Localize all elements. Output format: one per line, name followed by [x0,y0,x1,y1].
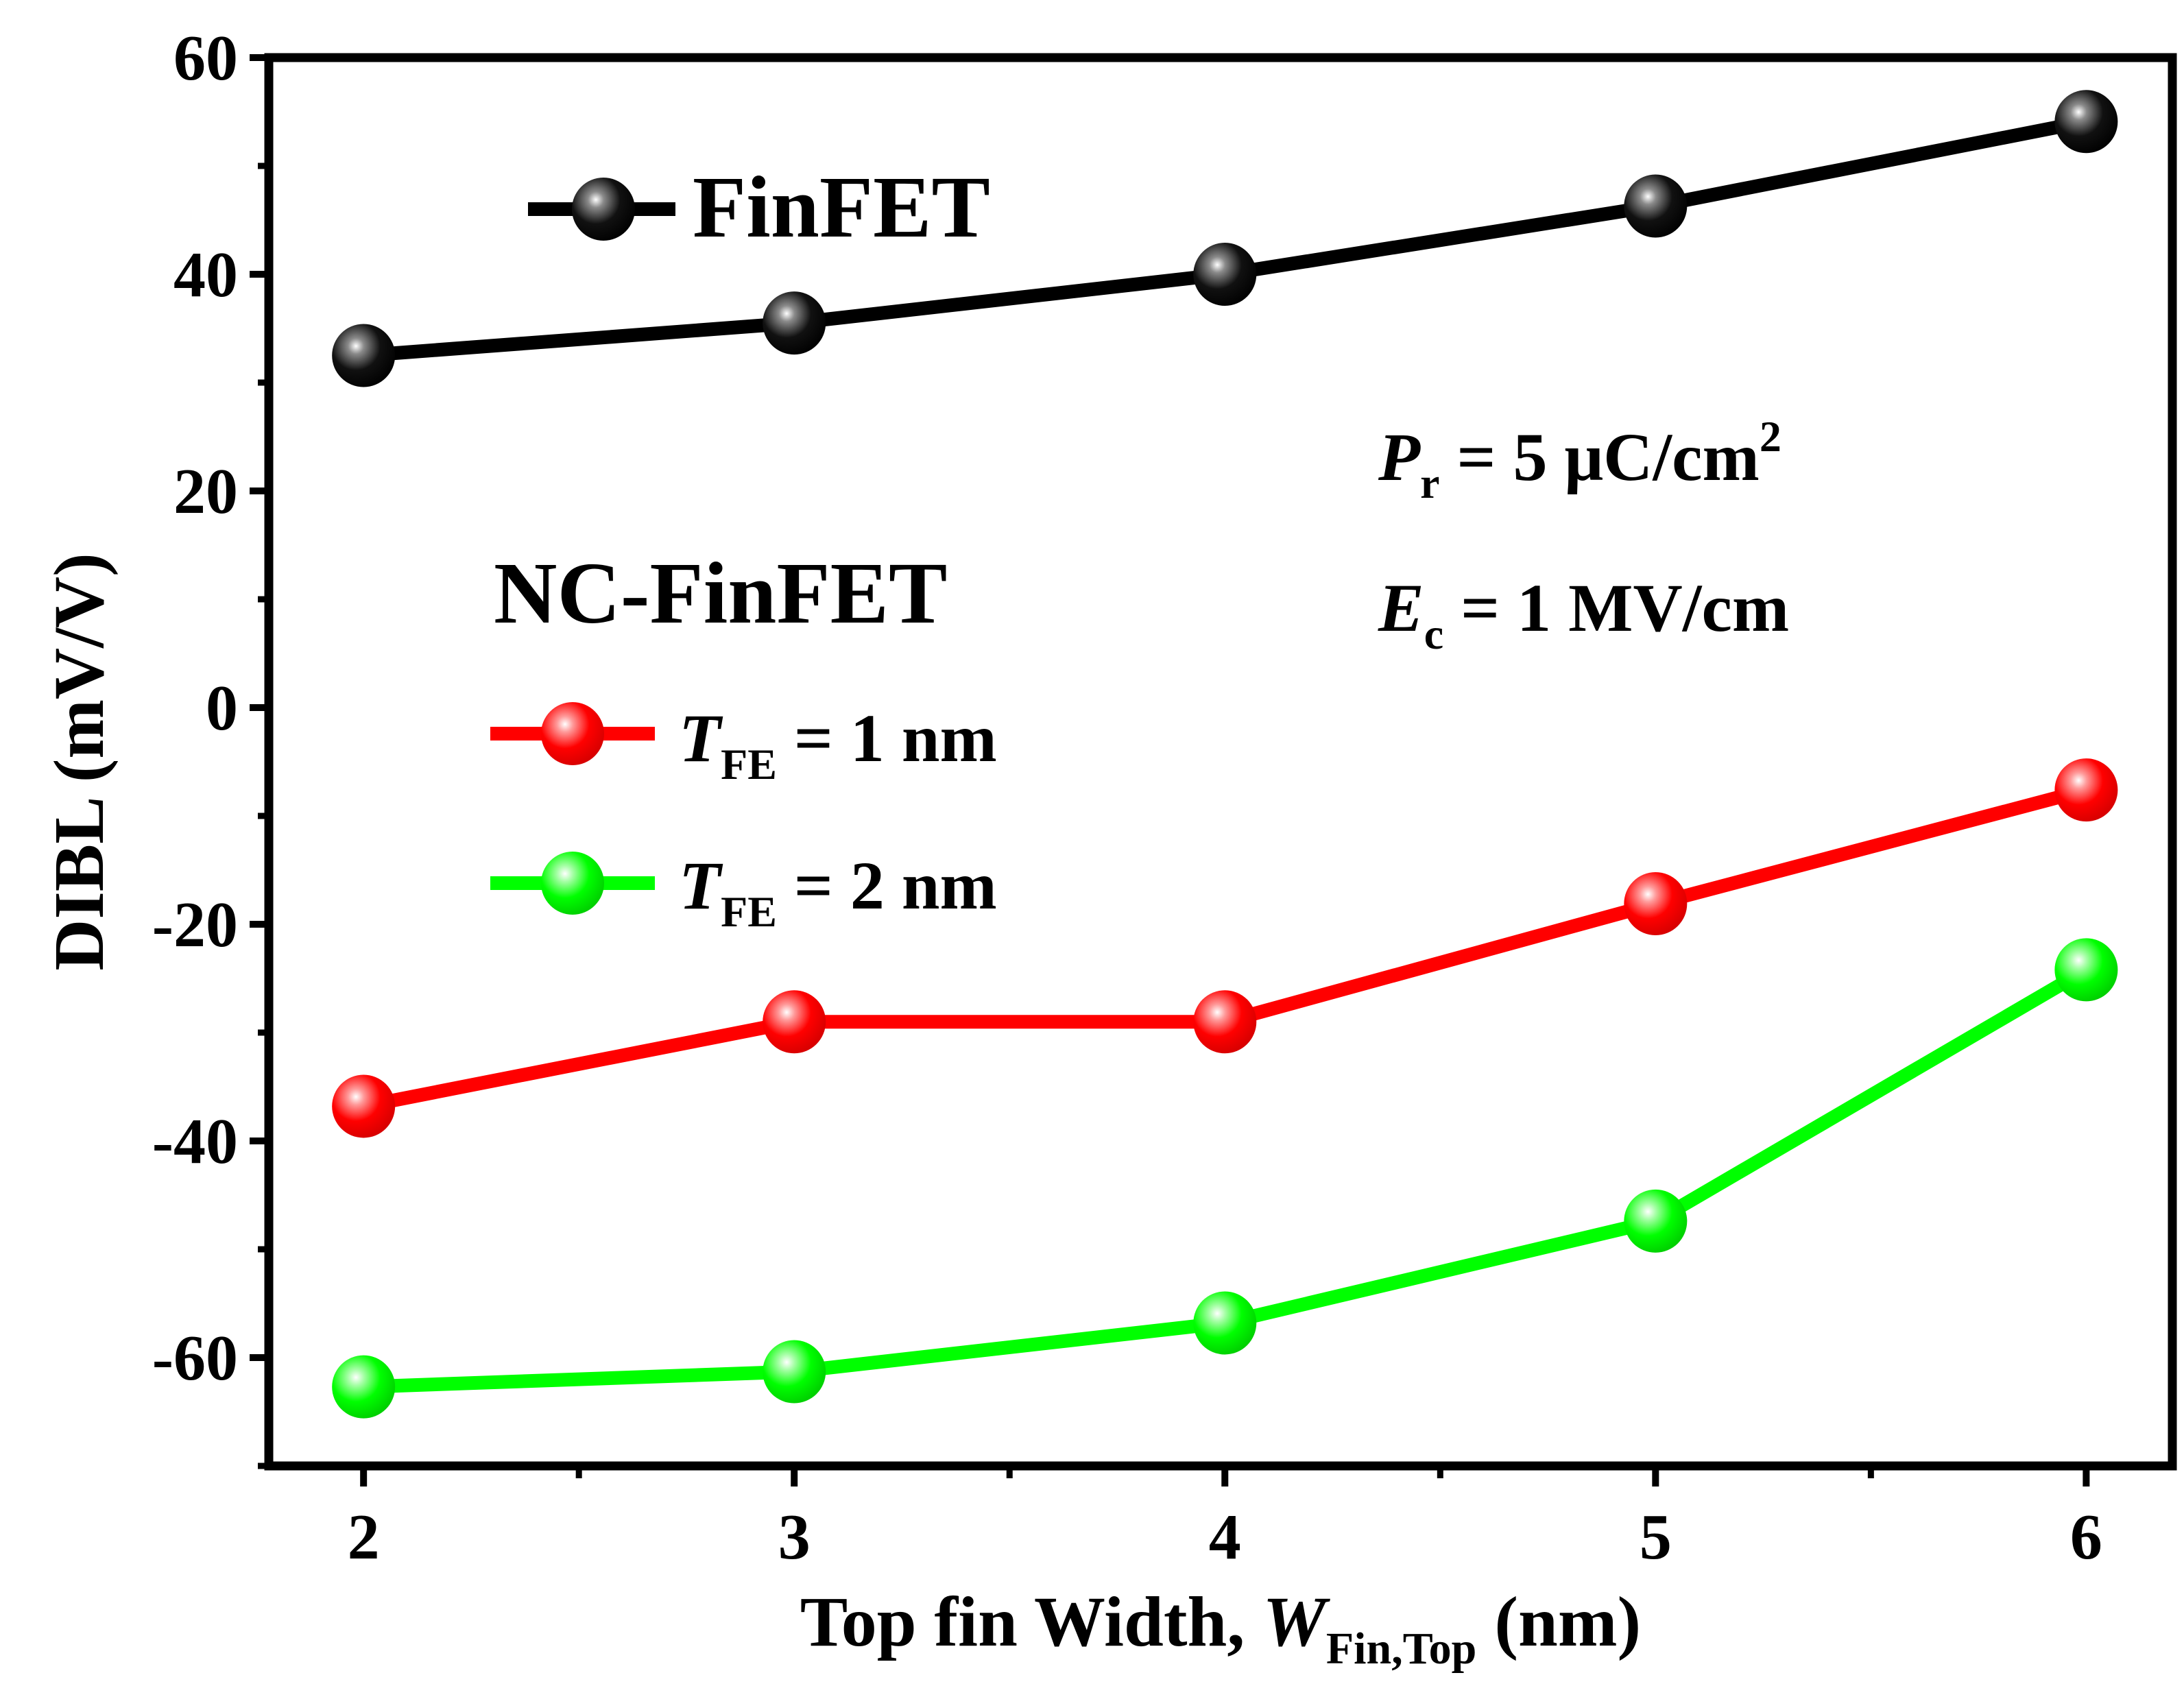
legend-marker-tfe-1nm [541,702,604,765]
x-axis-title-unit: (nm) [1476,1582,1641,1661]
x-axis-title: Top fin Width, WFin,Top (nm) [800,1582,1641,1674]
y-axis-title: DIBL (mV/V) [40,553,119,971]
data-point [763,291,826,355]
data-point [2054,938,2118,1002]
parameter-annotations: Pr = 5 μC/cm2 Ec = 1 MV/cm [1378,412,1789,658]
series-0 [332,90,2118,387]
annotation-pr: Pr = 5 μC/cm2 [1378,412,1781,507]
data-point [332,1074,396,1138]
data-point [2054,90,2118,154]
x-tick-label: 2 [348,1502,380,1573]
x-axis-title-main: Top fin Width, [800,1582,1262,1661]
annotation-ec: Ec = 1 MV/cm [1378,570,1789,658]
axis-ticks [250,54,2090,1487]
legend-group-title: NC-FinFET [494,544,947,642]
series-line [362,783,2088,1114]
legend-marker-finfet [572,178,635,241]
legend-entry-tfe-2nm: TFE = 2 nm [490,847,997,936]
legend-entry-tfe-1nm: TFE = 1 nm [490,700,997,789]
legend-marker-tfe-2nm [541,852,604,915]
data-point [332,324,396,387]
x-axis-title-var: W [1262,1582,1330,1661]
legend-label-tfe-2nm: TFE = 2 nm [679,847,997,936]
y-tick-label: -60 [152,1323,238,1394]
y-tick-label: 60 [173,23,238,94]
series-1 [332,758,2118,1138]
x-axis-title-sub: Fin,Top [1326,1624,1477,1674]
data-point [1193,1291,1257,1355]
data-point [1193,243,1257,306]
y-tick-label: 40 [173,239,238,311]
series-line [363,115,2088,363]
legend: FinFET NC-FinFET TFE = 1 nm TFE = 2 nm [490,158,997,936]
legend-label-tfe-1nm: TFE = 1 nm [679,700,997,789]
series-2 [332,938,2118,1419]
y-tick-label: 20 [173,456,238,527]
x-tick-label: 4 [1209,1502,1241,1573]
data-point [332,1355,396,1419]
data-point [2054,758,2118,822]
data-point [1624,174,1688,238]
data-point [763,990,826,1054]
data-point [1624,871,1688,935]
data-point [1193,990,1257,1054]
x-tick-label: 5 [1640,1502,1672,1573]
x-tick-label: 6 [2070,1502,2102,1573]
plot-frame [264,53,2177,1471]
y-tick-label: -20 [152,889,238,961]
legend-entry-finfet: FinFET [528,158,990,256]
y-tick-label: 0 [206,673,238,744]
y-tick-label: -40 [152,1106,238,1177]
data-point [763,1340,826,1404]
tick-labels: -60 -40 -20 0 20 40 60 2 3 4 5 6 [152,23,2102,1573]
data-point [1624,1189,1688,1253]
legend-label-finfet: FinFET [693,158,990,256]
x-tick-label: 3 [778,1502,811,1573]
series-layer [332,90,2118,1419]
